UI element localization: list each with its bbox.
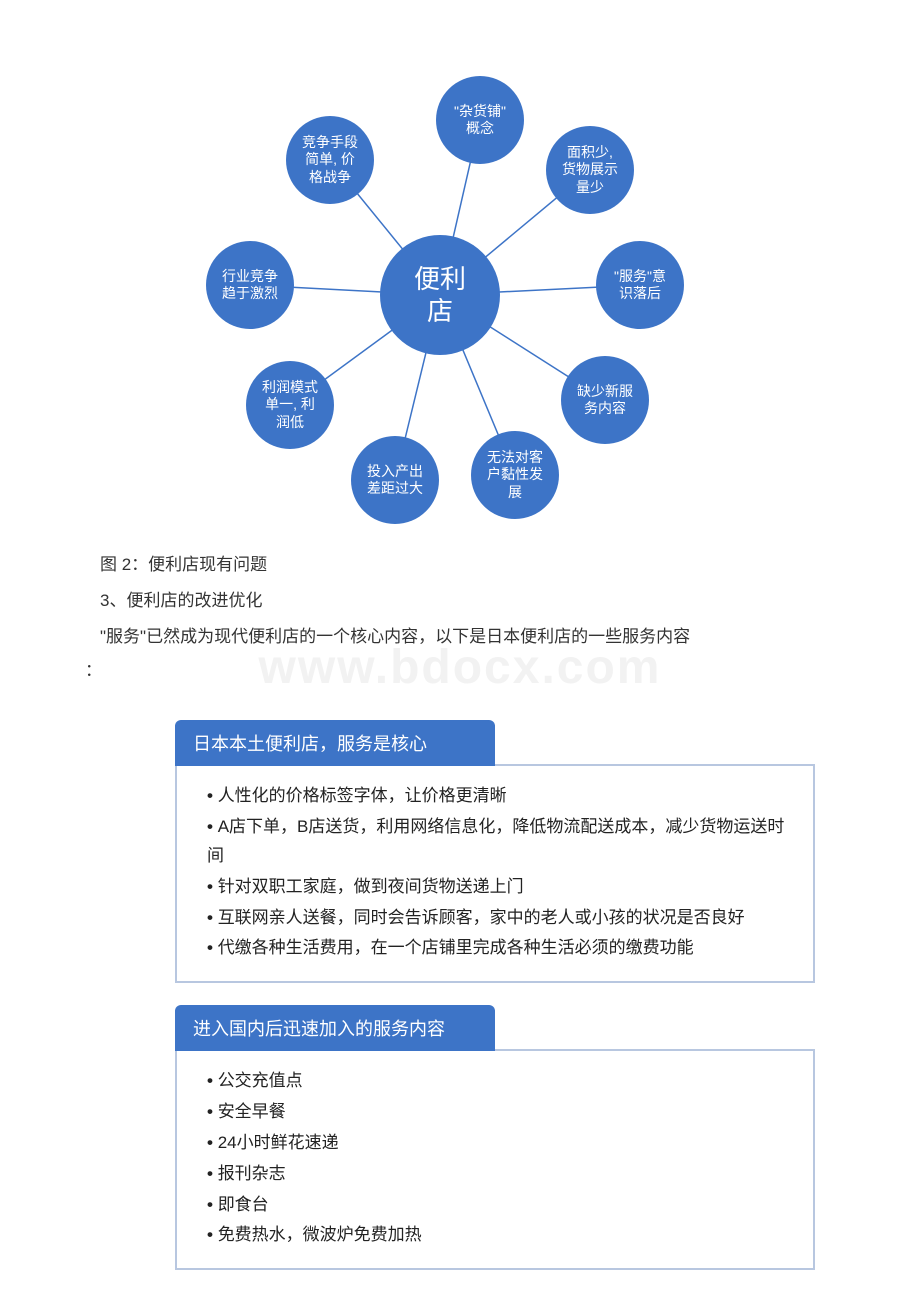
paragraph-text: "服务"已然成为现代便利店的一个核心内容，以下是日本便利店的一些服务内容 [100, 627, 690, 646]
outer-node: "服务"意 识落后 [596, 241, 684, 329]
list-item: 24小时鲜花速递 [207, 1129, 793, 1158]
outer-node: 竞争手段 简单, 价 格战争 [286, 116, 374, 204]
list-item: 报刊杂志 [207, 1160, 793, 1189]
outer-node: "杂货铺" 概念 [436, 76, 524, 164]
paragraph-suffix: ： [85, 654, 102, 688]
list-item: 公交充值点 [207, 1067, 793, 1096]
center-node: 便利 店 [380, 235, 500, 355]
radial-diagram: 便利 店 "杂货铺" 概念面积少, 货物展示 量少 "服务"意 识落后缺少新服 务内… [180, 60, 700, 530]
card-body: 公交充值点安全早餐24小时鲜花速递报刊杂志即食台免费热水，微波炉免费加热 [175, 1049, 815, 1270]
outer-node: 面积少, 货物展示 量少 [546, 126, 634, 214]
card-body: 人性化的价格标签字体，让价格更清晰A店下单，B店送货，利用网络信息化，降低物流配… [175, 764, 815, 983]
outer-node: 行业竞争 趋于激烈 [206, 241, 294, 329]
list-item: 免费热水，微波炉免费加热 [207, 1221, 793, 1250]
card-japan-services: 日本本土便利店，服务是核心 人性化的价格标签字体，让价格更清晰A店下单，B店送货… [175, 720, 815, 983]
card-header: 进入国内后迅速加入的服务内容 [175, 1005, 495, 1051]
outer-node: 无法对客 户黏性发 展 [471, 431, 559, 519]
outer-node: 投入产出 差距过大 [351, 436, 439, 524]
list-item: A店下单，B店送货，利用网络信息化，降低物流配送成本，减少货物运送时间 [207, 813, 793, 871]
card-list: 公交充值点安全早餐24小时鲜花速递报刊杂志即食台免费热水，微波炉免费加热 [207, 1067, 793, 1250]
list-item: 即食台 [207, 1191, 793, 1220]
section-heading: 3、便利店的改进优化 [100, 584, 262, 618]
list-item: 安全早餐 [207, 1098, 793, 1127]
card-header: 日本本土便利店，服务是核心 [175, 720, 495, 766]
card-domestic-services: 进入国内后迅速加入的服务内容 公交充值点安全早餐24小时鲜花速递报刊杂志即食台免… [175, 1005, 815, 1270]
list-item: 针对双职工家庭，做到夜间货物送递上门 [207, 873, 793, 902]
paragraph: "服务"已然成为现代便利店的一个核心内容，以下是日本便利店的一些服务内容 [100, 620, 830, 654]
outer-node: 缺少新服 务内容 [561, 356, 649, 444]
list-item: 互联网亲人送餐，同时会告诉顾客，家中的老人或小孩的状况是否良好 [207, 904, 793, 933]
figure-caption: 图 2：便利店现有问题 [100, 548, 267, 582]
list-item: 代缴各种生活费用，在一个店铺里完成各种生活必须的缴费功能 [207, 934, 793, 963]
card-list: 人性化的价格标签字体，让价格更清晰A店下单，B店送货，利用网络信息化，降低物流配… [207, 782, 793, 963]
list-item: 人性化的价格标签字体，让价格更清晰 [207, 782, 793, 811]
outer-node: 利润模式 单一, 利 润低 [246, 361, 334, 449]
